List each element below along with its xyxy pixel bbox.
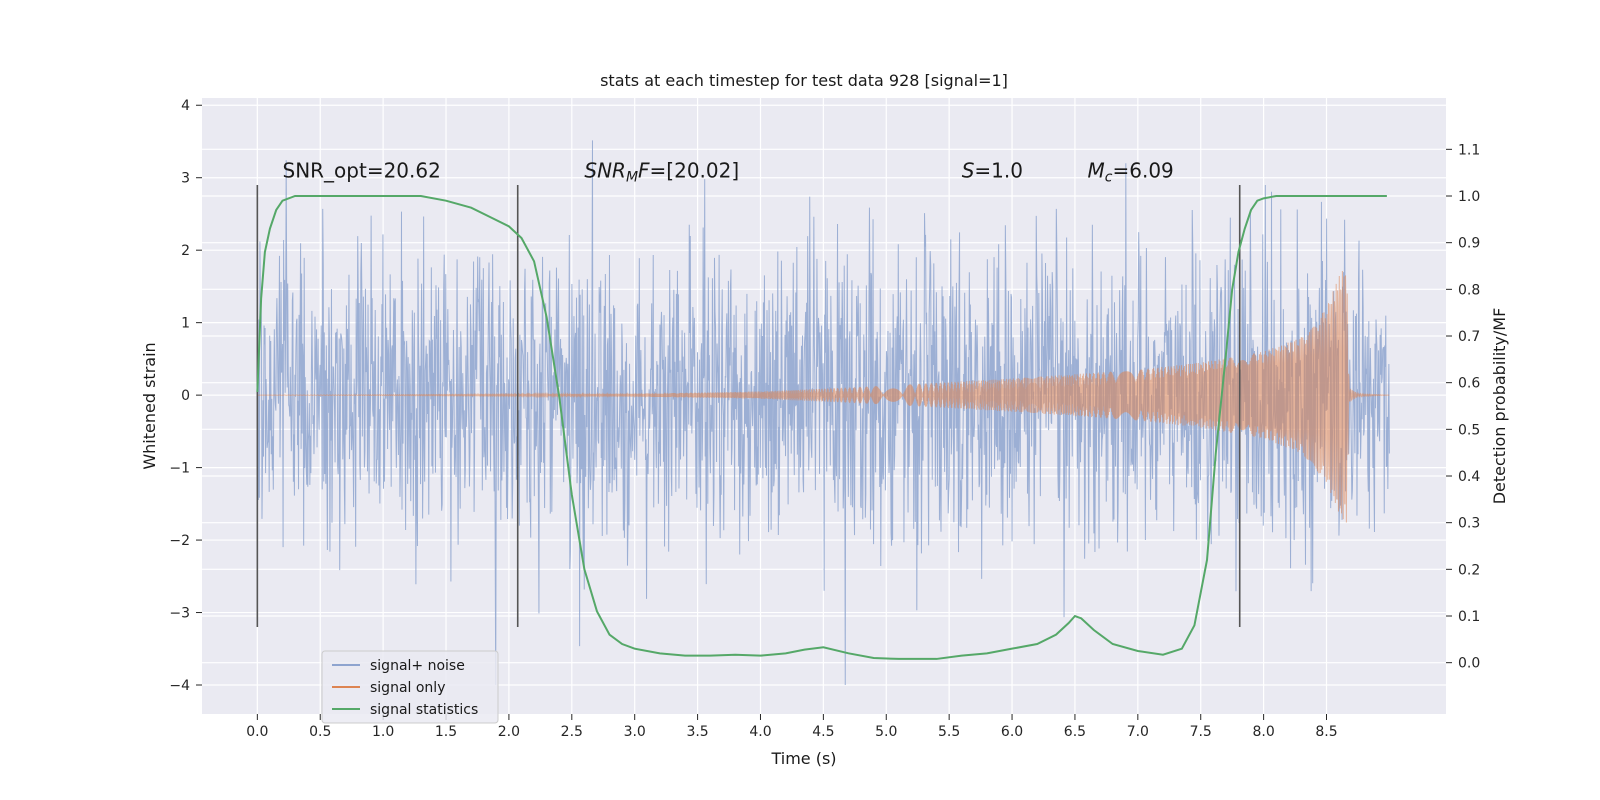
x-tick-label: 2.0 — [498, 724, 520, 740]
legend-label-signal-only: signal only — [370, 680, 445, 696]
chart-title: stats at each timestep for test data 928… — [600, 71, 1008, 90]
x-tick-label: 7.5 — [1190, 724, 1212, 740]
y-tick-label: 1 — [181, 316, 190, 332]
y2-tick-label: 0.2 — [1458, 562, 1480, 578]
x-tick-label: 2.5 — [561, 724, 583, 740]
axis-ticks: 0.0 0.5 1.0 1.5 2.0 2.5 3.0 3.5 4.0 4.5 5.0 5.5 6.0 6… — [169, 98, 1480, 740]
annotation-text: S=1.0 — [962, 159, 1023, 183]
x-tick-label: 8.5 — [1315, 724, 1337, 740]
y2-tick-label: 0.0 — [1458, 656, 1480, 672]
annotations: SNR_opt=20.62 SNRMF=[20.02] S=1.0 Mc=6.09 — [283, 159, 1174, 186]
y2-tick-label: 0.1 — [1458, 609, 1480, 625]
legend-label-signal-statistics: signal statistics — [370, 702, 478, 718]
y-tick-label: −3 — [169, 606, 190, 622]
series-signal-noise — [256, 140, 1390, 686]
y-tick-label: 4 — [181, 98, 190, 114]
x-tick-label: 7.0 — [1127, 724, 1149, 740]
series-signal-only — [257, 270, 1390, 523]
legend-box — [321, 650, 499, 724]
y-tick-label: 3 — [181, 171, 190, 187]
y-tick-label: 2 — [181, 243, 190, 259]
x-tick-label: 8.0 — [1252, 724, 1274, 740]
x-axis-label: Time (s) — [770, 749, 836, 768]
vertical-markers — [256, 184, 1241, 628]
noise-trace — [256, 140, 1390, 686]
chirp-trace — [257, 270, 1390, 523]
y2-tick-label: 0.3 — [1458, 516, 1480, 532]
annotation-text: Mc=6.09 — [1088, 159, 1174, 186]
y-axis-label: Whitened strain — [140, 342, 159, 469]
y2-tick-label: 0.8 — [1458, 282, 1480, 298]
series-signal-statistics — [256, 195, 1387, 660]
y2-tick-label: 1.0 — [1458, 189, 1480, 205]
y2-tick-label: 0.7 — [1458, 329, 1480, 345]
x-tick-label: 3.0 — [624, 724, 646, 740]
legend-label-signal-noise: signal+ noise — [370, 658, 465, 674]
annotation-text: SNR_opt=20.62 — [283, 159, 441, 183]
x-tick-label: 1.5 — [435, 724, 457, 740]
x-tick-label: 3.5 — [686, 724, 708, 740]
y-tick-label: −2 — [169, 533, 190, 549]
y2-tick-label: 0.4 — [1458, 469, 1480, 485]
x-tick-label: 1.0 — [372, 724, 394, 740]
y2-tick-label: 0.6 — [1458, 376, 1480, 392]
x-tick-label: 0.0 — [246, 724, 268, 740]
x-tick-label: 6.0 — [1001, 724, 1023, 740]
x-tick-label: 5.0 — [875, 724, 897, 740]
x-tick-label: 4.0 — [749, 724, 771, 740]
y2-axis-label: Detection probability/MF — [1490, 308, 1509, 505]
legend: signal+ noise signal only signal statist… — [321, 650, 499, 724]
y-tick-label: 0 — [181, 388, 190, 404]
x-tick-label: 6.5 — [1064, 724, 1086, 740]
y-tick-label: −1 — [169, 461, 190, 477]
x-tick-label: 4.5 — [812, 724, 834, 740]
y2-tick-label: 1.1 — [1458, 142, 1480, 158]
y2-tick-label: 0.9 — [1458, 236, 1480, 252]
statistics-trace — [256, 195, 1387, 660]
x-tick-label: 0.5 — [309, 724, 331, 740]
x-tick-label: 5.5 — [938, 724, 960, 740]
annotation-text: SNRMF=[20.02] — [584, 159, 739, 186]
y2-tick-label: 0.5 — [1458, 422, 1480, 438]
y-tick-label: −4 — [169, 678, 190, 694]
